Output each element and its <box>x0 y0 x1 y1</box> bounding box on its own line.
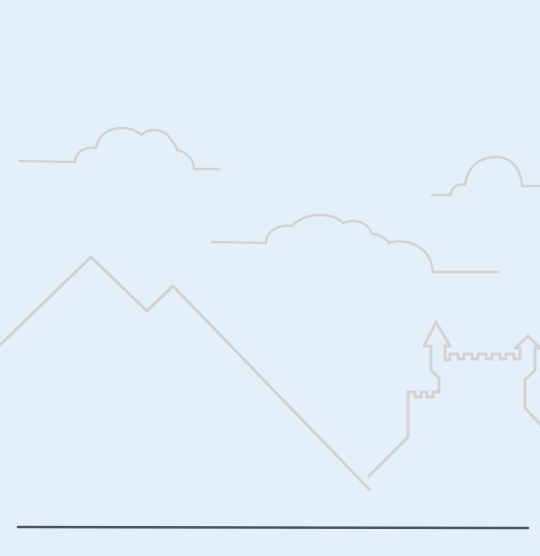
cloud-left-icon <box>17 126 221 171</box>
ground-line <box>16 525 530 530</box>
cloud-right-icon <box>430 155 540 197</box>
mountain-icon <box>0 255 371 491</box>
cloud-middle-icon <box>210 213 500 274</box>
castle-icon <box>367 320 540 478</box>
